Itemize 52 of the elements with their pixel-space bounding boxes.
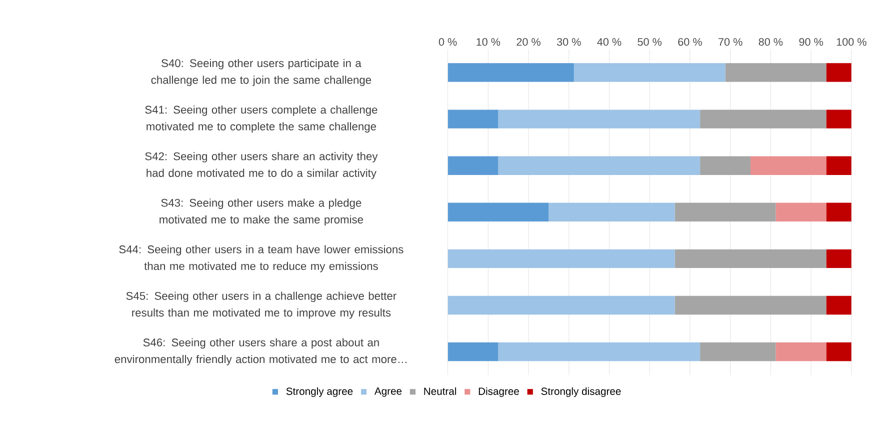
- legend-label: Agree: [374, 387, 402, 397]
- x-tick-label: 50 %: [638, 38, 662, 46]
- bar: [448, 110, 498, 128]
- bar: [498, 110, 700, 128]
- x-tick-label: 0 %: [438, 38, 457, 46]
- bar: [826, 156, 852, 175]
- bar: [574, 63, 726, 82]
- x-tick-label: 30 %: [556, 38, 581, 46]
- bar: [826, 63, 852, 82]
- bar: [498, 342, 700, 362]
- legend-label: Strongly agree: [286, 387, 353, 397]
- bar: [700, 110, 826, 128]
- y-tick-label: S45: Seeing other users in a challenge achieve better results than me motivated me to improve my results: [126, 292, 396, 319]
- x-tick-label: 10 %: [476, 38, 500, 46]
- y-tick-label: S42: Seeing other users share an activity they had done motivated me to do a similar activity: [145, 152, 378, 180]
- y-tick-label: S40: Seeing other users participate in a challenge led me to join the same challenge: [151, 58, 372, 86]
- bar: [776, 202, 826, 222]
- bar: [448, 202, 549, 222]
- legend-label: Neutral: [424, 387, 456, 395]
- bar: [776, 342, 826, 362]
- bar: [448, 296, 675, 314]
- bar: [826, 110, 852, 128]
- bar: [674, 296, 826, 314]
- legend-label: Disagree: [478, 387, 519, 397]
- bar: [725, 63, 826, 82]
- bar: [448, 342, 498, 362]
- legend-label: Strongly disagree: [541, 387, 621, 397]
- bar: [548, 202, 675, 222]
- x-tick-label: 20 %: [516, 38, 540, 46]
- x-tick-label: 40 %: [597, 38, 622, 46]
- y-tick-label: S46: Seeing other users share a post about an environmentally friendly action motivated me to act more…: [114, 338, 406, 366]
- bar: [674, 202, 776, 222]
- bar: [448, 63, 574, 82]
- x-tick-label: 90 %: [799, 38, 823, 46]
- bar: [700, 156, 751, 175]
- x-tick-label: 70 %: [718, 38, 742, 46]
- y-tick-label: S41: Seeing other users complete a challenge motivated me to complete the same challenge: [145, 105, 378, 132]
- bar: [826, 202, 852, 222]
- bar: [750, 156, 826, 175]
- y-tick-label: S43: Seeing other users make a pledge motivated me to make the same promise: [160, 198, 364, 226]
- x-tick-label: 80 %: [758, 38, 783, 46]
- bar: [448, 156, 498, 175]
- bar: [826, 342, 852, 362]
- bar: [826, 296, 852, 314]
- bar: [826, 249, 852, 268]
- y-tick-label: S44: Seeing other users in a team have lower emissions than me motivated me to reduce my emissions: [119, 245, 404, 272]
- bar: [498, 156, 700, 175]
- bar: [674, 249, 826, 268]
- x-tick-label: 100 %: [836, 38, 866, 46]
- bar: [700, 342, 776, 362]
- x-tick-label: 60 %: [678, 38, 702, 46]
- bar: [448, 249, 675, 268]
